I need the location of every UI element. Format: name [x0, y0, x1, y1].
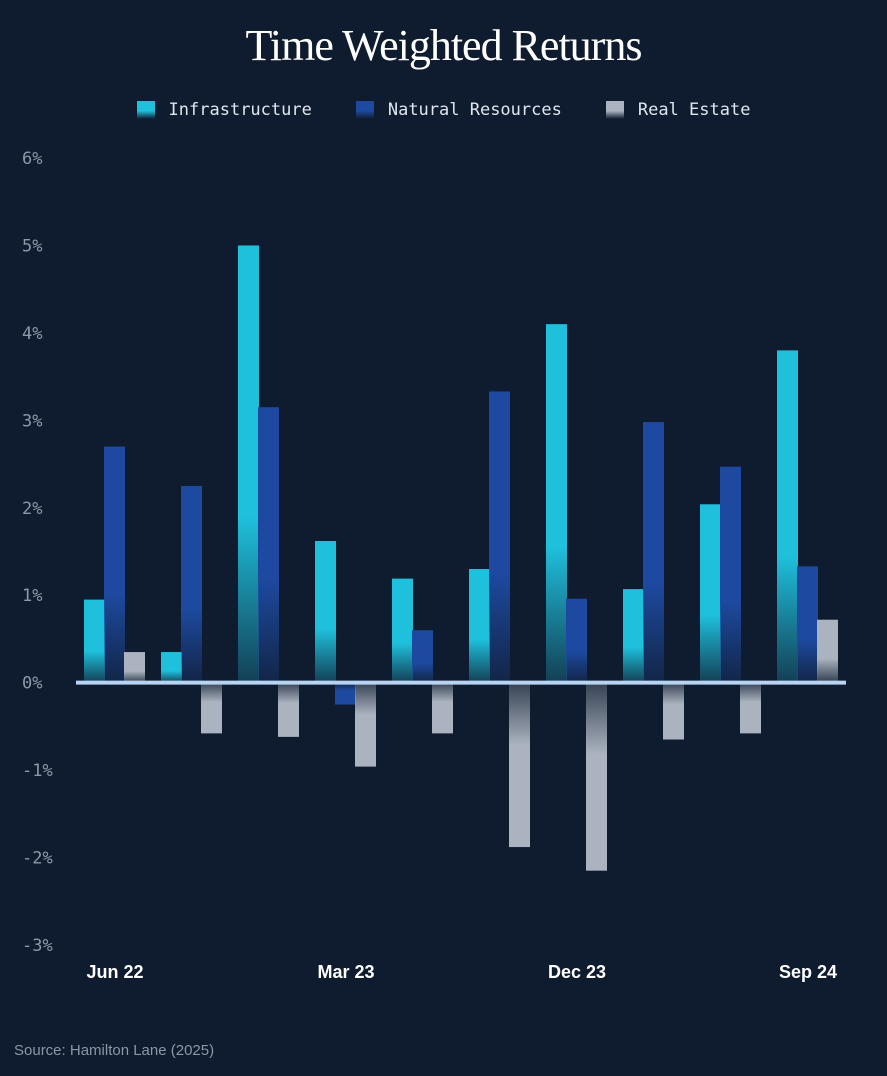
bar-natural-resources	[412, 630, 433, 683]
bar-infrastructure	[469, 568, 490, 683]
bar-infrastructure	[392, 578, 413, 683]
bar-infrastructure	[546, 324, 567, 683]
legend-swatch-natural-resources	[355, 101, 374, 119]
bar-infrastructure	[161, 652, 182, 683]
legend-item-natural-resources: Natural Resources	[355, 100, 562, 120]
legend-swatch-infrastructure	[136, 101, 155, 119]
bar-natural-resources	[335, 682, 356, 705]
source-note: Source: Hamilton Lane (2025)	[14, 1042, 215, 1059]
bar-real-estate	[586, 682, 607, 871]
legend-label-real-estate: Real Estate	[637, 100, 751, 120]
x-tick-label: Dec 23	[548, 962, 606, 982]
bar-infrastructure	[700, 504, 721, 683]
legend-item-real-estate: Real Estate	[605, 100, 751, 120]
bar-real-estate	[432, 682, 453, 734]
bar-natural-resources	[720, 466, 741, 683]
x-tick-label: Jun 22	[86, 962, 143, 982]
y-tick-label: 4%	[22, 324, 42, 344]
x-tick-label: Mar 23	[317, 962, 374, 982]
legend-swatch-real-estate	[605, 101, 624, 119]
bar-real-estate	[124, 652, 145, 683]
bar-natural-resources	[181, 485, 202, 683]
y-tick-label: 2%	[22, 499, 42, 519]
y-tick-label: 5%	[22, 236, 42, 256]
bar-natural-resources	[797, 566, 818, 683]
bar-real-estate	[201, 682, 222, 734]
x-axis: Jun 22 Mar 23 Dec 23 Sep 24	[86, 962, 837, 982]
bar-real-estate	[817, 619, 838, 683]
y-axis: 6% 5% 4% 3% 2% 1% 0% -1% -2% -3%	[22, 149, 53, 956]
y-tick-label: -2%	[22, 849, 53, 869]
y-tick-label: 1%	[22, 586, 42, 606]
bar-infrastructure	[238, 245, 259, 683]
legend-label-infrastructure: Infrastructure	[168, 100, 312, 120]
bars	[84, 245, 838, 871]
x-tick-label: Sep 24	[779, 962, 837, 982]
legend-label-natural-resources: Natural Resources	[387, 100, 562, 120]
bar-natural-resources	[643, 422, 664, 683]
legend: Infrastructure Natural Resources Real Es…	[0, 100, 887, 120]
bar-natural-resources	[104, 446, 125, 683]
legend-item-infrastructure: Infrastructure	[136, 100, 312, 120]
bar-real-estate	[278, 682, 299, 737]
bar-natural-resources	[489, 391, 510, 683]
bar-infrastructure	[315, 541, 336, 683]
bar-infrastructure	[623, 589, 644, 683]
y-tick-label: 6%	[22, 149, 42, 169]
chart-title: Time Weighted Returns	[245, 21, 643, 70]
bar-real-estate	[740, 682, 761, 734]
y-tick-label: 0%	[22, 674, 42, 694]
bar-real-estate	[355, 682, 376, 767]
y-tick-label: -1%	[22, 761, 53, 781]
bar-infrastructure	[84, 599, 105, 683]
y-tick-label: -3%	[22, 936, 53, 956]
bar-real-estate	[509, 682, 530, 848]
bar-real-estate	[663, 682, 684, 740]
bar-natural-resources	[566, 598, 587, 683]
y-tick-label: 3%	[22, 411, 42, 431]
bar-natural-resources	[258, 407, 279, 683]
bar-infrastructure	[777, 350, 798, 683]
